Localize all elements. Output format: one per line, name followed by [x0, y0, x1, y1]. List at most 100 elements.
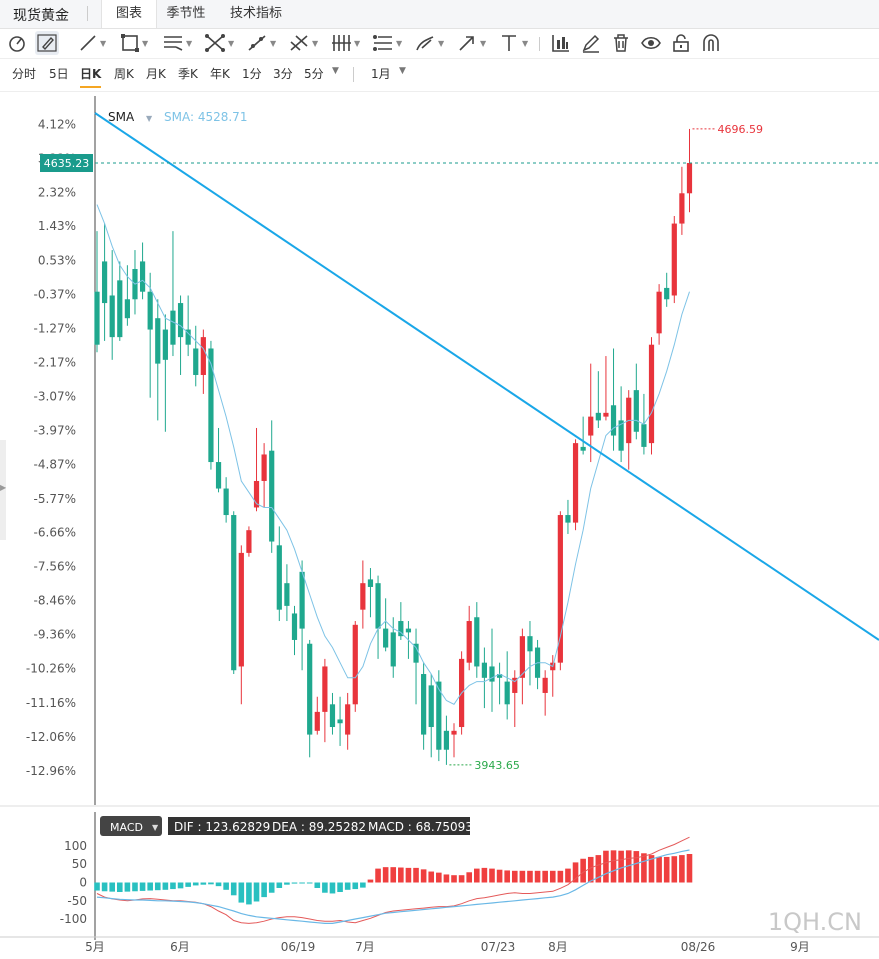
period-yearly[interactable]: 年K: [210, 67, 230, 81]
macd-bar: [481, 867, 488, 883]
candle-body: [656, 291, 662, 334]
macd-bar: [329, 882, 336, 894]
macd-bar: [557, 870, 564, 883]
sma-layer: [96, 204, 690, 705]
macd-bar: [261, 882, 267, 898]
candle-body: [512, 677, 518, 693]
macd-bar: [436, 872, 442, 883]
macd-bar: [238, 882, 245, 903]
tab-seasonality[interactable]: 季节性: [166, 6, 206, 21]
candle-body: [610, 405, 617, 436]
chevron-right-icon[interactable]: ▶: [0, 483, 7, 492]
candle-body: [413, 643, 419, 663]
sidebar-toggle[interactable]: [0, 440, 6, 540]
period-quarterly[interactable]: 季K: [178, 67, 198, 81]
macd-bar: [230, 882, 237, 896]
range-select[interactable]: 1月: [371, 67, 391, 81]
brush-tool[interactable]: ▼: [414, 31, 444, 55]
macd-label: MACD : 68.75093: [368, 820, 473, 834]
chevron-down-icon[interactable]: ▼: [399, 66, 406, 76]
macd-bar: [124, 882, 131, 892]
candle-body: [671, 223, 677, 296]
candle-body: [428, 685, 434, 728]
chart-type-tool[interactable]: [550, 31, 572, 55]
macd-bar: [542, 870, 548, 883]
period-bar: 分时 5日 日K 周K 月K 季K 年K 1分 3分 5分 ▼ 1月 ▼: [0, 59, 879, 92]
fibonacci-tool[interactable]: ▼: [372, 31, 402, 55]
x-tick-label: 06/19: [281, 940, 316, 954]
candle-body: [170, 310, 176, 345]
macd-bar: [489, 868, 495, 883]
period-monthly[interactable]: 月K: [146, 67, 166, 81]
y-tick-label: -8.46%: [34, 594, 76, 608]
visibility-tool[interactable]: [640, 31, 662, 55]
measure-tool[interactable]: [6, 31, 28, 55]
y-tick-label: -2.17%: [34, 355, 76, 369]
sma-legend-label: SMA: [108, 110, 135, 124]
period-intraday[interactable]: 分时: [12, 67, 37, 81]
macd-bar: [253, 882, 260, 902]
y-axis: 4.12%3.22%2.32%1.43%0.53%-0.37%-1.27%-2.…: [0, 96, 879, 807]
dea-label: DEA : 89.25282: [272, 820, 366, 834]
candle-body: [481, 662, 487, 678]
sma-line: [96, 204, 690, 705]
candle-body: [208, 348, 214, 463]
candle-body: [231, 515, 237, 671]
macd-bar: [633, 851, 640, 883]
period-daily[interactable]: 日K: [80, 65, 102, 88]
draw-icon: [582, 34, 600, 53]
delete-tool[interactable]: [610, 31, 632, 55]
macd-bar: [534, 870, 541, 883]
magnet-tool[interactable]: [700, 31, 722, 55]
period-1min[interactable]: 1分: [242, 67, 262, 81]
period-weekly[interactable]: 周K: [114, 67, 134, 81]
candle-body: [193, 348, 199, 375]
macd-bar: [663, 856, 670, 883]
y-tick-label: -12.06%: [26, 730, 76, 744]
candle-body: [261, 454, 267, 481]
arrow-tool[interactable]: ▼: [456, 31, 486, 55]
pen-tool[interactable]: [35, 31, 59, 55]
period-5day[interactable]: 5日: [49, 67, 69, 81]
y-tick-label: -10.26%: [26, 662, 76, 676]
chart-canvas[interactable]: 4.12%3.22%2.32%1.43%0.53%-0.37%-1.27%-2.…: [0, 91, 879, 959]
macd-bar: [405, 867, 412, 883]
macd-bar: [603, 850, 609, 883]
pattern-tool[interactable]: ▼: [204, 31, 234, 55]
candle-body: [200, 337, 206, 375]
drawing-toolbar: ▼ ▼ ▼ ▼ ▼ ▼ ▼ ▼ ▼ ▼ ▼: [0, 28, 879, 59]
draw-tool[interactable]: [580, 31, 602, 55]
period-5min[interactable]: 5分: [304, 67, 324, 81]
macd-bar: [671, 856, 678, 883]
chevron-down-icon[interactable]: ▼: [332, 66, 339, 76]
chevron-down-icon: ▼: [152, 823, 159, 832]
eye-icon: [641, 36, 661, 50]
line-tool[interactable]: ▼: [78, 31, 106, 55]
chevron-down-icon: ▼: [312, 38, 319, 48]
macd-bar: [352, 882, 359, 890]
x-tick-label: 8月: [548, 940, 568, 954]
y-tick-label: -4.87%: [34, 458, 76, 472]
chevron-down-icon: ▼: [480, 38, 487, 48]
macd-bar: [610, 850, 617, 883]
macd-bar: [511, 870, 518, 883]
period-3min[interactable]: 3分: [273, 67, 293, 81]
macd-panel: MACD ▼ DIF : 123.62829 DEA : 89.25282 MACD :…: [60, 812, 693, 940]
macd-bar: [246, 882, 252, 905]
tab-technical-indicators[interactable]: 技术指标: [229, 6, 282, 21]
text-tool[interactable]: ▼: [498, 31, 528, 55]
macd-bar: [519, 870, 526, 883]
candle-body: [572, 443, 579, 523]
lock-tool[interactable]: [670, 31, 692, 55]
chevron-down-icon: ▼: [354, 38, 361, 48]
chevron-down-icon: ▼: [100, 38, 107, 48]
macd-bar: [291, 882, 298, 884]
macd-bar: [443, 874, 450, 883]
fork-tool[interactable]: ▼: [288, 31, 318, 55]
tab-chart[interactable]: 图表: [101, 0, 157, 28]
rectangle-tool[interactable]: ▼: [120, 31, 148, 55]
segment-tool[interactable]: ▼: [246, 31, 276, 55]
y-tick-label: -11.16%: [26, 696, 76, 710]
pitchfork-tool[interactable]: ▼: [330, 31, 360, 55]
parallel-channel-tool[interactable]: ▼: [162, 31, 192, 55]
